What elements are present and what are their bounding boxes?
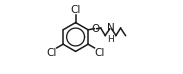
Text: Cl: Cl [70,5,81,15]
Text: N: N [107,23,115,33]
Text: Cl: Cl [46,48,56,58]
Text: O: O [92,24,100,34]
Text: H: H [107,35,114,44]
Text: Cl: Cl [95,48,105,58]
